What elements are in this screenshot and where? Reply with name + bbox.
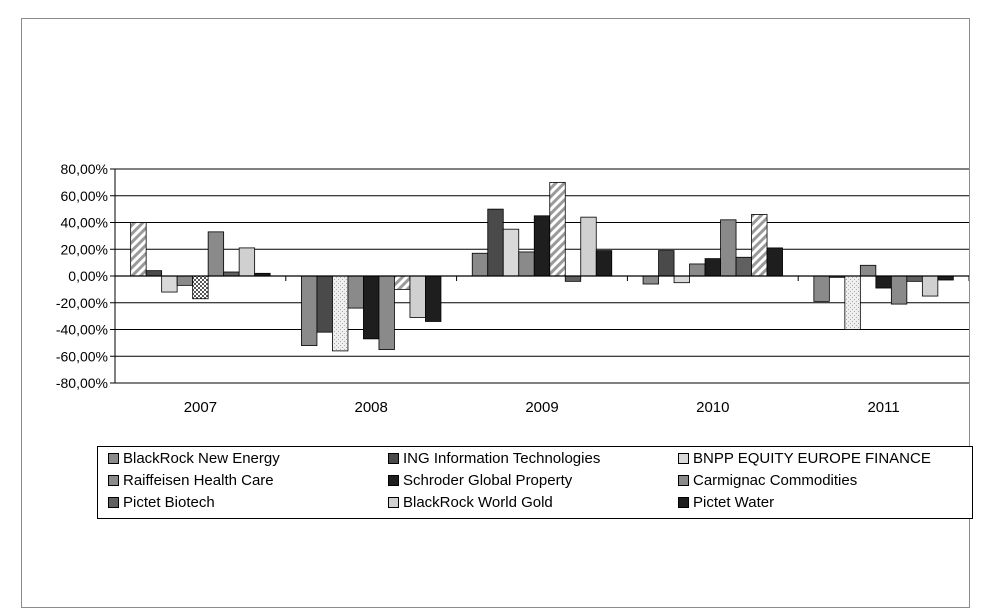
bar [689,263,706,277]
bar [409,275,426,318]
y-tick-label: -20,00% [56,295,108,311]
legend-label: BlackRock New Energy [123,450,280,467]
y-tick-label: 20,00% [61,241,108,257]
legend-swatch [388,475,399,486]
bar [937,275,954,281]
bar [145,270,163,277]
y-tick-label: -40,00% [56,322,108,338]
bar [549,181,566,277]
bar [332,275,349,352]
legend-label: Carmignac Commodities [693,472,858,489]
chart-frame: 80,00% 60,00% 40,00% 20,00% 0,00% -20,00% -40,… [21,18,973,608]
y-tick-label: 40,00% [61,215,108,231]
bar [533,215,551,277]
bar [161,275,178,293]
bar [363,275,380,340]
bar [595,250,613,277]
bar [223,271,240,277]
bar [176,275,194,286]
bar [192,275,209,300]
legend-label: ING Information Technologies [403,450,601,467]
legend-swatch [388,497,399,508]
bar [580,216,597,277]
bar [487,208,504,277]
bar [316,275,333,333]
legend-entry: Schroder Global Property [388,472,572,489]
x-tick-label: 2011 [867,399,899,416]
bar [766,247,783,277]
bar [130,222,147,277]
legend-label: Schroder Global Property [403,472,573,489]
bar [859,264,877,277]
legend-swatch [108,453,119,464]
legend-swatch [388,453,399,464]
y-tick-label: 80,00% [61,161,108,177]
legend-swatch [678,453,689,464]
legend-label: Raiffeisen Health Care [123,472,274,489]
legend-swatch [108,475,119,486]
legend-label: BlackRock World Gold [403,494,553,511]
bar [238,247,256,277]
bar [378,275,395,350]
bar [704,258,721,277]
bar-chart: 80,00% 60,00% 40,00% 20,00% 0,00% -20,00% -40,… [56,161,969,416]
chart-legend: BlackRock New Energy ING Information Tech… [97,446,973,519]
legend-entry: BlackRock New Energy [108,450,280,467]
bar [642,275,659,285]
bar [673,275,690,284]
bar [813,275,830,302]
bar [207,231,225,277]
x-tick-label: 2008 [355,399,388,416]
bar [921,275,939,297]
bar [720,219,737,277]
x-tick-label: 2009 [525,399,558,416]
bar [906,275,923,282]
legend-entry: Pictet Water [678,494,774,511]
x-tick-label: 2010 [696,399,729,416]
bar [518,251,535,277]
bar [658,250,675,277]
legend-entry: ING Information Technologies [388,450,600,467]
legend-entry: BlackRock World Gold [388,494,553,511]
bar [394,275,411,290]
y-tick-label: -60,00% [56,348,108,364]
legend-entry: Carmignac Commodities [678,472,857,489]
legend-label: Pictet Water [693,494,775,511]
bar [751,214,768,277]
bar [890,275,908,305]
legend-entry: Raiffeisen Health Care [108,472,274,489]
bar [735,256,752,277]
bar [564,275,582,282]
bar [425,275,442,322]
y-tick-label: 0,00% [68,268,108,284]
y-tick-label: -80,00% [56,375,108,391]
legend-label: BNPP EQUITY EUROPE FINANCE [693,450,931,467]
legend-label: Pictet Biotech [123,494,215,511]
legend-swatch [108,497,119,508]
x-tick-label: 2007 [184,399,217,416]
legend-swatch [678,497,689,508]
bar [301,275,318,346]
legend-entry: BNPP EQUITY EUROPE FINANCE [678,450,931,467]
bar [844,275,861,330]
bar [347,275,364,309]
y-tick-label: 60,00% [61,188,108,204]
bar [471,252,489,277]
legend-entry: Pictet Biotech [108,494,215,511]
legend-swatch [678,475,689,486]
bar [502,228,520,277]
bar [875,275,892,289]
